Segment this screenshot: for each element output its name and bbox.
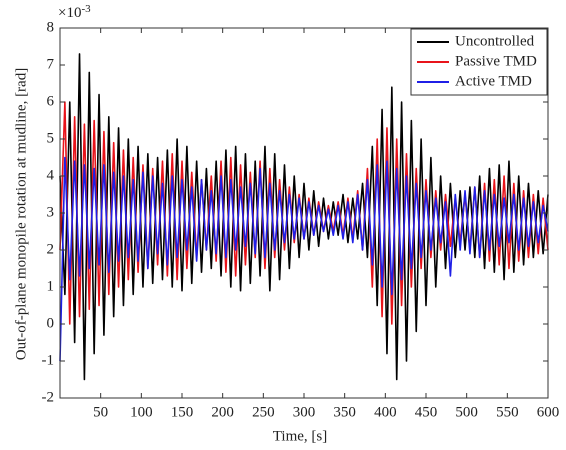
y-tick-label: 4 [47, 167, 55, 183]
y-exponent: ×10-3 [58, 3, 91, 22]
x-tick-label: 300 [293, 404, 316, 420]
x-axis-label: Time, [s] [273, 428, 327, 444]
series-line [59, 53, 549, 381]
legend-label: Uncontrolled [455, 33, 535, 49]
x-tick-label: 350 [333, 404, 356, 420]
x-tick-label: 100 [130, 404, 153, 420]
y-tick-label: 5 [47, 130, 55, 146]
y-tick-label: 8 [47, 19, 55, 35]
x-tick-label: 200 [211, 404, 234, 420]
y-axis-label: Out-of-plane monopile rotation at mudlin… [13, 68, 29, 360]
y-tick-label: -1 [42, 352, 55, 368]
series-line [59, 156, 549, 362]
x-tick-label: 500 [455, 404, 478, 420]
y-tick-label: 6 [47, 93, 55, 109]
x-tick-label: 250 [252, 404, 275, 420]
exponent-base: ×10 [58, 5, 81, 21]
legend: Uncontrolled Passive TMD Active TMD [410, 28, 548, 96]
plot-area [59, 53, 549, 381]
y-tick-label: 1 [47, 278, 55, 294]
x-tick-label: 600 [537, 404, 560, 420]
y-tick-label: -2 [42, 389, 55, 405]
x-tick-label: 550 [496, 404, 519, 420]
x-tick-label: 400 [374, 404, 397, 420]
y-tick-label: 2 [47, 241, 55, 257]
x-tick-label: 50 [93, 404, 108, 420]
legend-label: Active TMD [455, 73, 532, 89]
y-tick-label: 3 [47, 204, 55, 220]
y-tick-label: 0 [47, 315, 55, 331]
y-tick-label: 7 [47, 56, 55, 72]
x-tick-label: 150 [171, 404, 194, 420]
exponent-power: -3 [81, 3, 91, 15]
legend-label: Passive TMD [455, 53, 537, 69]
x-tick-label: 450 [415, 404, 438, 420]
